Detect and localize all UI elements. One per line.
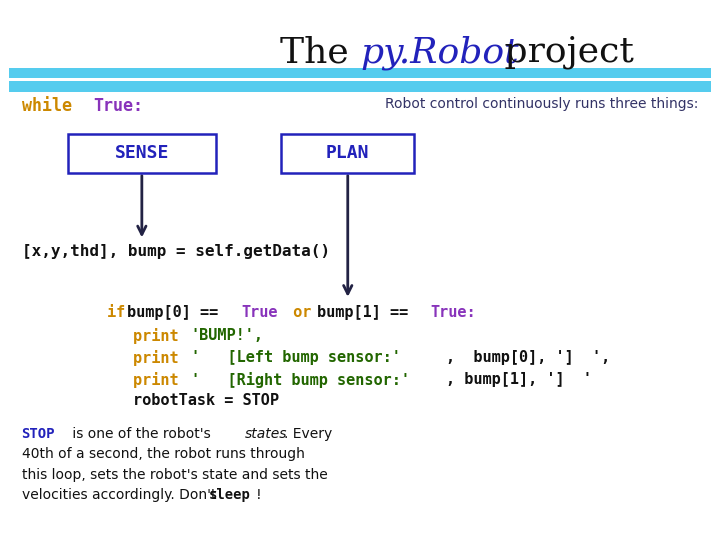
Text: print: print: [133, 328, 188, 345]
Text: '   [Left bump sensor:': ' [Left bump sensor:': [191, 350, 400, 365]
Text: PLAN: PLAN: [325, 144, 369, 163]
Text: py.Robot: py.Robot: [360, 35, 518, 70]
Text: ,  bump[0], ']  ',: , bump[0], '] ',: [446, 350, 611, 365]
Text: [x,y,thd], bump = self.getData(): [x,y,thd], bump = self.getData(): [22, 244, 330, 259]
Text: . Every: . Every: [284, 427, 333, 441]
Text: , bump[1], ']  ': , bump[1], '] ': [446, 372, 593, 387]
Text: project: project: [493, 35, 634, 69]
Text: 'BUMP!',: 'BUMP!',: [191, 328, 264, 343]
Text: print: print: [133, 372, 188, 388]
Text: velocities accordingly. Don't: velocities accordingly. Don't: [22, 488, 220, 502]
Text: 40th of a second, the robot runs through: 40th of a second, the robot runs through: [22, 447, 305, 461]
Text: True:: True:: [431, 305, 476, 320]
Text: is one of the robot's: is one of the robot's: [68, 427, 215, 441]
Text: if: if: [107, 305, 134, 320]
Text: !: !: [256, 488, 261, 502]
Text: True: True: [241, 305, 278, 320]
Text: while: while: [22, 97, 81, 115]
Text: Robot control continuously runs three things:: Robot control continuously runs three th…: [385, 97, 698, 111]
Text: '   [Right bump sensor:': ' [Right bump sensor:': [191, 372, 410, 388]
Text: bump[0] ==: bump[0] ==: [127, 305, 228, 320]
Text: bump[1] ==: bump[1] ==: [317, 305, 417, 320]
Text: sleep: sleep: [209, 488, 251, 502]
Text: print: print: [133, 350, 188, 366]
Text: The: The: [280, 35, 360, 69]
Text: robotTask = STOP: robotTask = STOP: [133, 393, 279, 408]
Text: states: states: [245, 427, 287, 441]
Text: True:: True:: [94, 97, 143, 115]
Text: or: or: [284, 305, 321, 320]
Text: SENSE: SENSE: [115, 144, 169, 163]
Text: this loop, sets the robot's state and sets the: this loop, sets the robot's state and se…: [22, 468, 328, 482]
Text: STOP: STOP: [22, 427, 55, 441]
